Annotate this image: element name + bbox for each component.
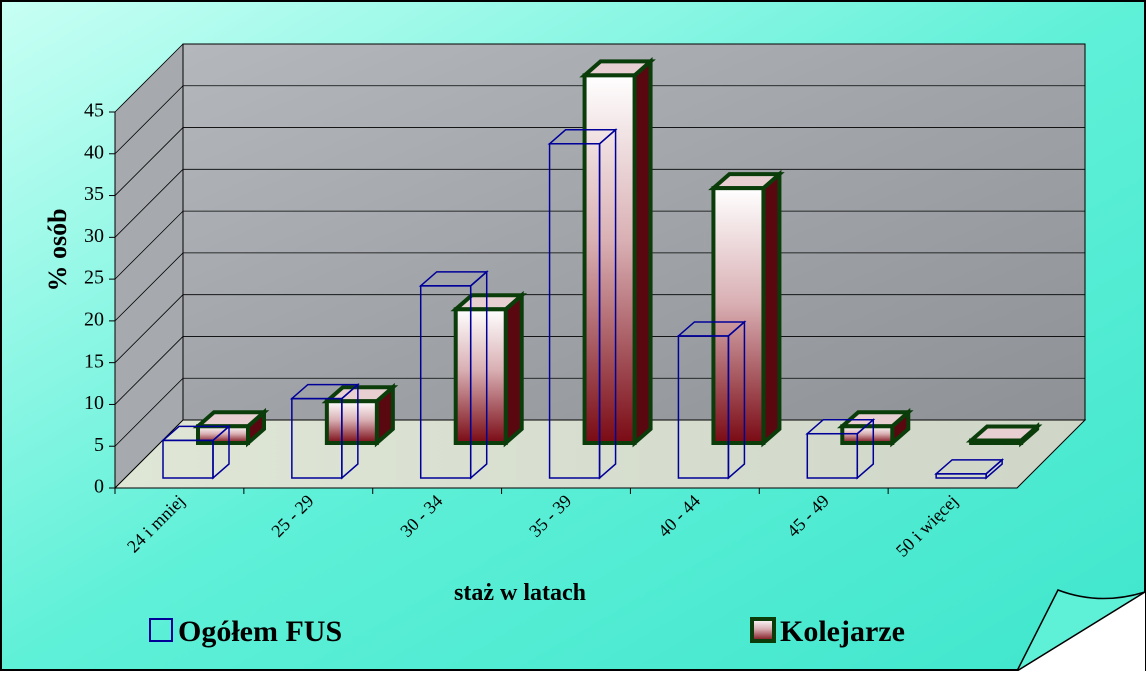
bar-side [761, 169, 782, 448]
bar [291, 397, 343, 479]
grid-line [114, 294, 1085, 363]
legend: Ogółem FUS Kolejarze [149, 615, 905, 648]
bar-group [289, 382, 360, 480]
side-wall [115, 44, 183, 488]
bar-group [965, 422, 1043, 448]
grid-line [114, 252, 1085, 322]
y-tick-label: 45 [84, 100, 104, 122]
bar-side [632, 56, 653, 448]
bar-group [450, 290, 528, 448]
bar-group [161, 424, 231, 480]
bar-group [676, 320, 747, 480]
y-tick-label: 30 [84, 225, 104, 247]
bar [548, 143, 601, 479]
y-tick-label: 35 [84, 183, 104, 205]
bar [806, 432, 859, 479]
bar [677, 335, 730, 479]
y-axis-title: % osób [43, 208, 72, 291]
grid-line [114, 85, 1085, 155]
legend-swatch [750, 617, 776, 643]
bar [969, 438, 1024, 446]
bar-group [836, 407, 914, 448]
y-tick-label: 0 [94, 476, 104, 498]
grid-line [114, 377, 1085, 447]
y-tick-label: 5 [94, 434, 104, 456]
bar-group [418, 270, 489, 480]
grid-line [114, 127, 1085, 196]
y-tick-label: 20 [84, 308, 104, 330]
bar [582, 73, 637, 445]
y-tick-label: 40 [84, 141, 104, 163]
bar-group [547, 128, 618, 480]
bar-group [579, 56, 656, 448]
bar [162, 439, 214, 479]
y-tick-label: 10 [84, 392, 104, 414]
bar [840, 424, 895, 445]
bar [711, 186, 766, 445]
y-tick-label: 15 [84, 350, 104, 372]
x-axis-title: staż w latach [454, 580, 586, 606]
grid-line [114, 336, 1085, 405]
legend-label: Kolejarze [780, 615, 905, 648]
page-curl [1015, 589, 1146, 674]
legend-label: Ogółem FUS [178, 615, 342, 648]
bar-side [503, 290, 524, 448]
grid-line [114, 168, 1085, 238]
bar-group [708, 169, 785, 448]
grid-line [114, 210, 1085, 280]
grid-line [114, 43, 1085, 113]
bar-group [805, 418, 876, 480]
bar-group [192, 407, 270, 448]
bar-group [321, 382, 399, 448]
bar [419, 285, 472, 479]
bar [324, 399, 379, 446]
legend-swatch [149, 618, 173, 642]
y-tick-label: 25 [84, 267, 104, 289]
bar [453, 307, 508, 445]
bar [935, 473, 987, 479]
bar-group [934, 458, 1005, 480]
